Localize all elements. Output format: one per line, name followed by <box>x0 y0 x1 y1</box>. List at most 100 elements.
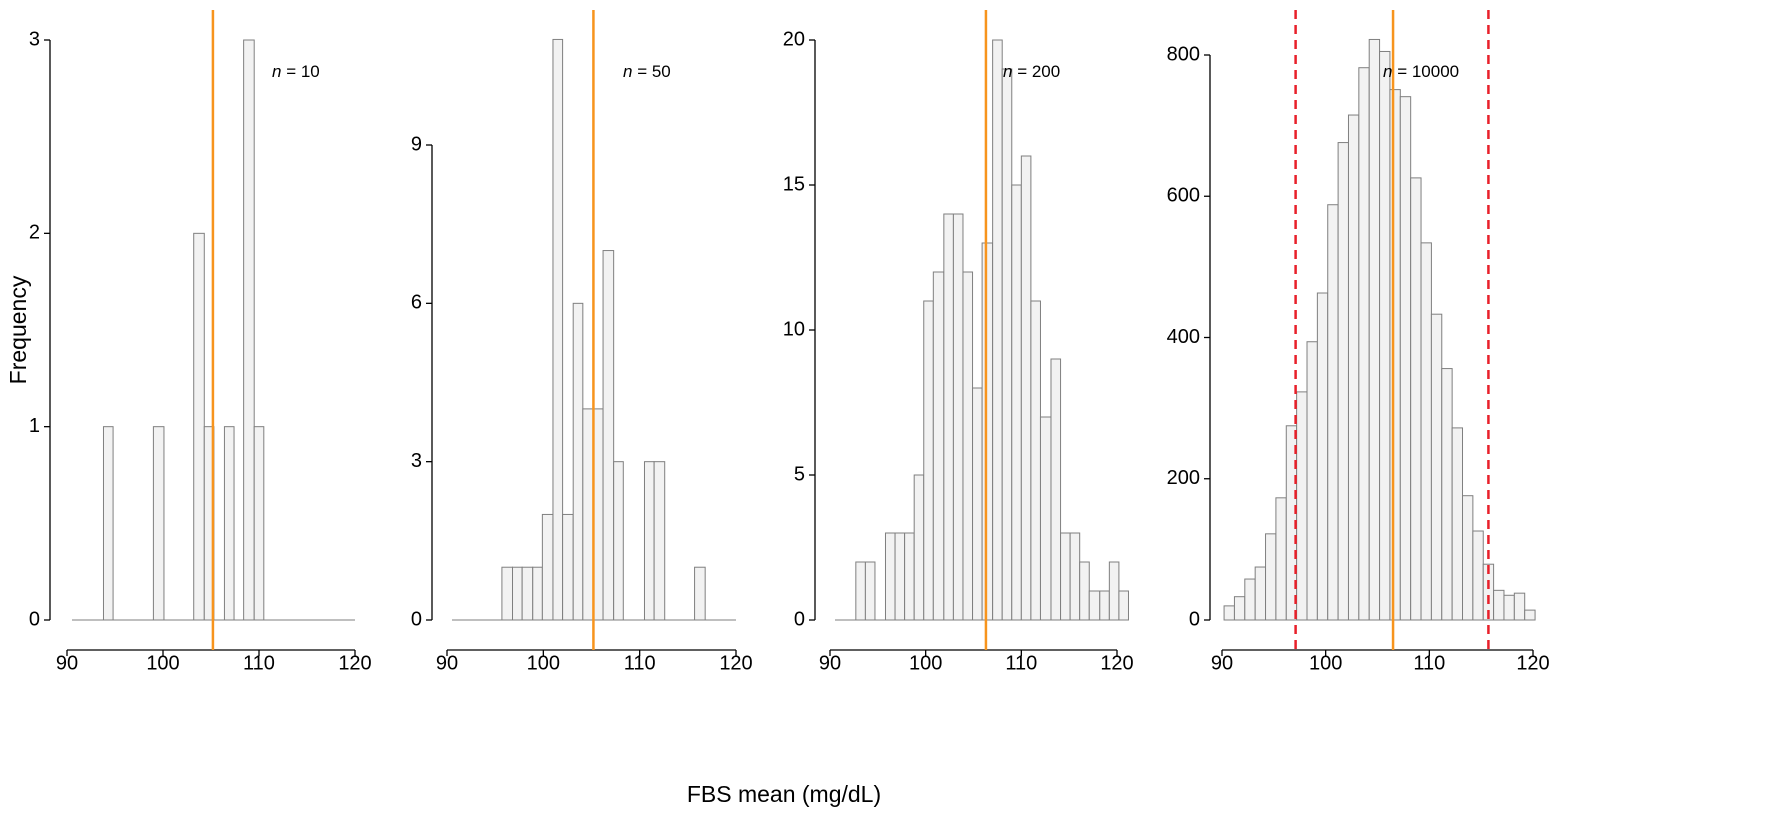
bar <box>102 426 114 621</box>
bar <box>1011 184 1022 621</box>
bar <box>1306 341 1318 621</box>
bar <box>1493 589 1505 621</box>
bar <box>532 566 543 621</box>
x-tick-label: 90 <box>436 652 458 674</box>
bar <box>962 271 974 621</box>
bar <box>643 461 655 621</box>
y-tick-label: 20 <box>783 28 805 50</box>
x-tick-label: 100 <box>146 652 179 674</box>
bar <box>1244 578 1256 621</box>
bar <box>694 566 706 621</box>
bar <box>1420 242 1432 621</box>
bar <box>1347 114 1360 621</box>
y-axis-label: Frequency <box>5 275 31 384</box>
bar <box>552 38 564 621</box>
bar <box>582 408 594 621</box>
x-tick-label: 120 <box>1516 652 1549 674</box>
bar <box>904 532 915 621</box>
y-tick-label: 9 <box>411 133 422 155</box>
y-tick-label: 5 <box>794 463 805 485</box>
y-tick-label: 800 <box>1167 43 1200 65</box>
bar <box>1441 368 1453 621</box>
y-tick-label: 1 <box>29 415 40 437</box>
bar <box>1069 532 1081 621</box>
bar <box>1296 391 1308 621</box>
bar <box>1099 590 1110 621</box>
bar <box>613 461 624 621</box>
bar <box>1368 38 1381 621</box>
x-tick-label: 120 <box>719 652 752 674</box>
bar <box>1079 561 1090 621</box>
y-tick-label: 200 <box>1167 467 1200 489</box>
bar <box>1451 427 1464 621</box>
bar <box>1039 416 1052 621</box>
bar <box>923 300 934 621</box>
y-tick-label: 0 <box>1189 608 1200 630</box>
x-tick-label: 100 <box>1309 652 1342 674</box>
y-tick-label: 3 <box>29 28 40 50</box>
bar <box>1503 594 1515 621</box>
bar <box>992 39 1003 621</box>
bar <box>152 426 165 621</box>
bar <box>1060 532 1071 621</box>
sample-size-label: n = 10000 <box>1383 62 1459 81</box>
x-tick-label: 120 <box>1100 652 1133 674</box>
bar <box>653 461 666 621</box>
bar <box>1233 596 1246 621</box>
x-tick-label: 90 <box>819 652 841 674</box>
x-tick-label: 90 <box>1211 652 1233 674</box>
bar <box>1050 358 1062 621</box>
sample-size-label: n = 200 <box>1003 62 1060 81</box>
bar <box>1001 68 1013 621</box>
bar <box>864 561 876 621</box>
y-tick-label: 2 <box>29 222 40 244</box>
bar <box>1430 313 1443 621</box>
bar <box>932 271 945 621</box>
bar <box>1316 292 1329 621</box>
bar <box>1472 530 1484 621</box>
bar <box>952 213 964 621</box>
bar <box>1254 566 1267 621</box>
bar <box>972 387 983 621</box>
bar <box>1327 204 1339 621</box>
x-tick-label: 110 <box>624 652 656 674</box>
bar <box>1030 300 1041 621</box>
bar <box>253 426 265 621</box>
bar <box>855 561 866 621</box>
y-tick-label: 400 <box>1167 326 1200 348</box>
y-tick-label: 15 <box>783 173 805 195</box>
bar <box>501 566 514 621</box>
bar <box>1462 495 1474 621</box>
bar <box>1275 497 1287 621</box>
y-tick-label: 0 <box>794 608 805 630</box>
bar <box>1088 590 1101 621</box>
x-axis-label: FBS mean (mg/dL) <box>687 781 881 807</box>
bar <box>592 408 604 621</box>
x-tick-label: 100 <box>527 652 560 674</box>
bar <box>1399 96 1412 621</box>
bar <box>512 566 523 621</box>
bar <box>1223 605 1235 621</box>
sample-size-label: n = 10 <box>272 62 320 81</box>
y-tick-label: 0 <box>411 608 422 630</box>
bar <box>1389 89 1401 621</box>
bar <box>1337 142 1349 621</box>
bar <box>521 566 534 621</box>
bar <box>1379 50 1391 621</box>
y-tick-label: 600 <box>1167 185 1200 207</box>
bar <box>1358 67 1370 621</box>
y-tick-label: 0 <box>29 608 40 630</box>
bar <box>1410 177 1422 621</box>
bar <box>981 242 994 621</box>
bar <box>943 213 954 621</box>
bar <box>1118 590 1129 621</box>
bar <box>572 302 584 621</box>
bar <box>562 513 574 621</box>
bar <box>1108 561 1120 621</box>
y-tick-label: 6 <box>411 292 422 314</box>
bar <box>243 39 255 621</box>
bar <box>884 532 896 621</box>
y-tick-label: 3 <box>411 450 422 472</box>
x-tick-label: 110 <box>243 652 275 674</box>
